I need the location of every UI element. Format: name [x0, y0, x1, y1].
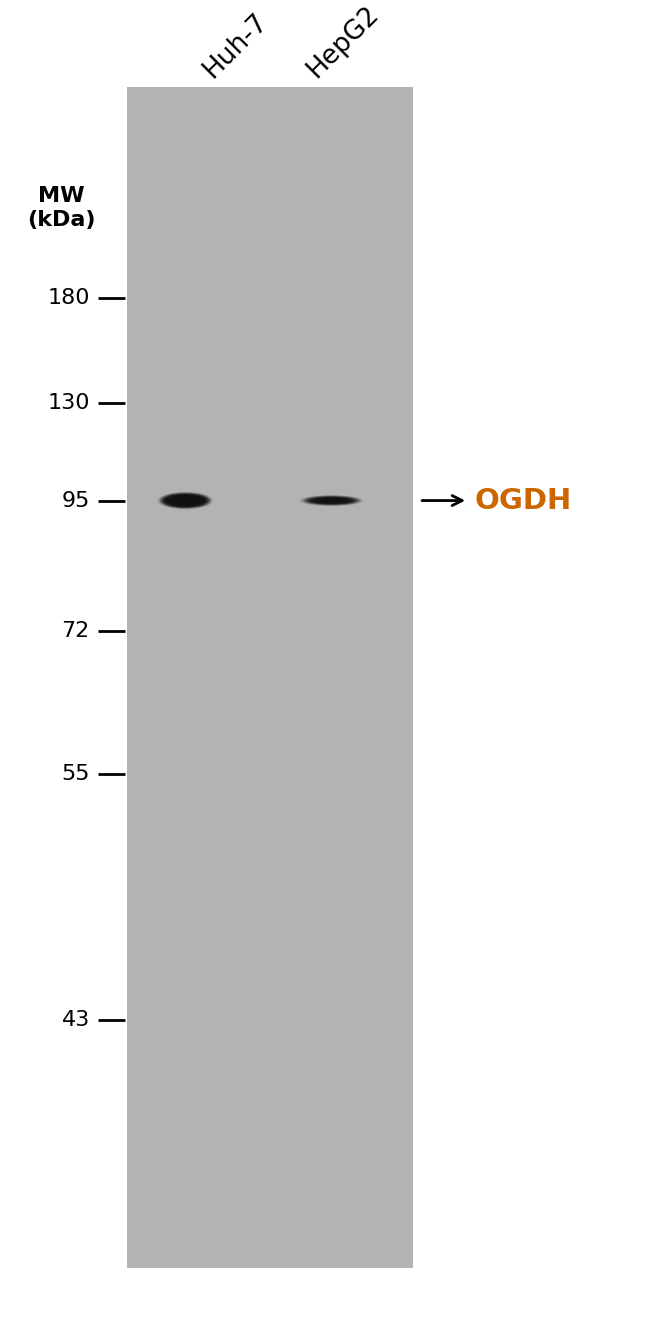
Bar [127, 87, 413, 1268]
Ellipse shape [307, 497, 356, 505]
Ellipse shape [168, 495, 202, 506]
Ellipse shape [312, 498, 351, 503]
Ellipse shape [159, 493, 211, 509]
Ellipse shape [309, 497, 354, 505]
Text: 180: 180 [47, 289, 90, 307]
Text: 55: 55 [61, 765, 90, 784]
Text: 43: 43 [62, 1011, 90, 1029]
Ellipse shape [302, 495, 361, 506]
Ellipse shape [323, 499, 340, 502]
Ellipse shape [172, 497, 199, 505]
Ellipse shape [314, 498, 349, 503]
Text: OGDH: OGDH [474, 487, 572, 514]
Ellipse shape [158, 491, 213, 510]
Ellipse shape [300, 495, 363, 506]
Ellipse shape [161, 493, 209, 509]
Ellipse shape [163, 494, 207, 507]
Ellipse shape [166, 495, 204, 506]
Ellipse shape [164, 494, 205, 507]
Text: 72: 72 [62, 621, 90, 640]
Ellipse shape [304, 495, 359, 506]
Ellipse shape [316, 498, 347, 503]
Ellipse shape [306, 497, 358, 505]
Text: 95: 95 [61, 491, 90, 510]
Text: HepG2: HepG2 [302, 1, 384, 83]
Ellipse shape [170, 497, 200, 505]
Text: MW
(kDa): MW (kDa) [27, 187, 96, 229]
Text: 130: 130 [47, 393, 90, 412]
Ellipse shape [178, 498, 192, 503]
Text: Huh-7: Huh-7 [198, 8, 273, 83]
